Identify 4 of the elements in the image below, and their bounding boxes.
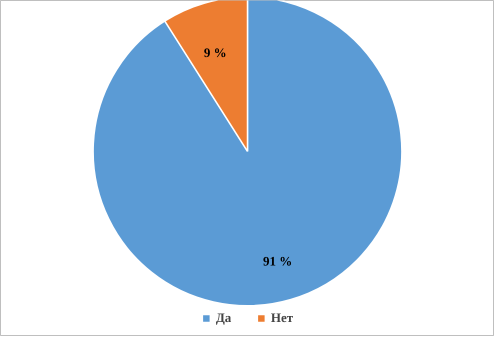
data-label: 91 % — [263, 254, 292, 269]
legend-label: Да — [216, 310, 232, 326]
legend-label: Нет — [270, 310, 294, 326]
data-label: 9 % — [204, 45, 227, 60]
